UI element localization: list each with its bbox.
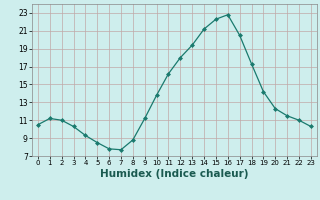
X-axis label: Humidex (Indice chaleur): Humidex (Indice chaleur) — [100, 169, 249, 179]
